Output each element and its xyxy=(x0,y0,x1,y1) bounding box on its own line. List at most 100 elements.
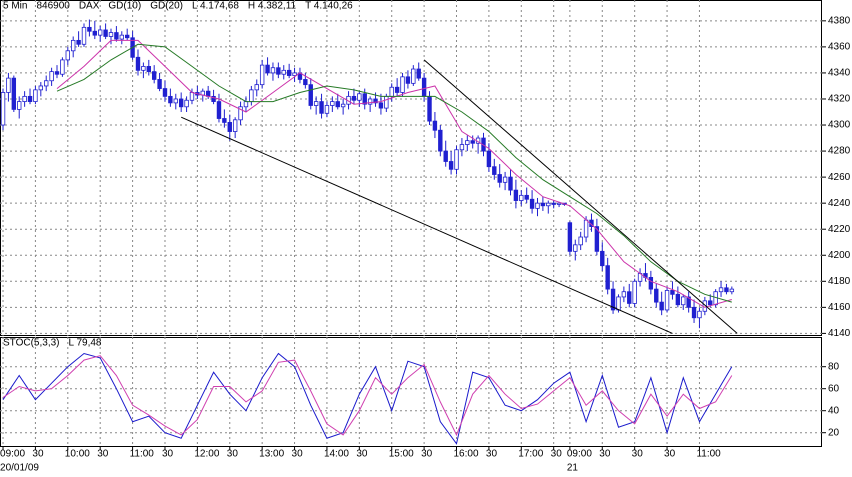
stat-text: L 4.174,68 xyxy=(192,1,239,12)
candle-body xyxy=(427,95,432,122)
candle-body xyxy=(578,236,583,246)
x-tick-label: 30 xyxy=(664,449,676,460)
x-tick-label: 30 xyxy=(292,449,304,460)
candle-body xyxy=(708,300,713,306)
candle-body xyxy=(232,119,238,132)
candle-body xyxy=(551,202,556,205)
candle-body xyxy=(616,296,621,311)
candle-body xyxy=(44,80,49,87)
candle-body xyxy=(621,291,627,298)
x-tick-label: 30 xyxy=(486,449,498,460)
candle-body xyxy=(11,77,17,110)
candle-body xyxy=(373,98,378,104)
series-line xyxy=(56,39,732,308)
x-tick-label: 14:00 xyxy=(324,449,349,460)
candle-body xyxy=(119,34,124,40)
candle-body xyxy=(670,290,675,295)
candle-body xyxy=(249,89,254,102)
candle-body xyxy=(459,144,465,151)
candle-body xyxy=(659,301,664,311)
candle-body xyxy=(686,296,691,308)
candle-body xyxy=(292,72,297,76)
candle-body xyxy=(81,26,87,45)
candle-body xyxy=(691,306,697,319)
candle-body xyxy=(135,56,141,71)
stat-text: T 4.140,26 xyxy=(305,1,353,12)
candle-body xyxy=(146,66,151,73)
candle-body xyxy=(286,69,292,76)
trend-line xyxy=(423,59,738,334)
candle-body xyxy=(400,76,405,93)
header-text: DAX xyxy=(79,1,100,12)
candle-body xyxy=(216,101,222,119)
candle-body xyxy=(351,95,357,101)
candle-body xyxy=(497,174,502,183)
y-tick-label: 4280 xyxy=(828,146,851,157)
candle-body xyxy=(54,71,60,75)
y-tick-label: 4320 xyxy=(828,94,851,105)
candle-body xyxy=(600,250,605,267)
candle-body xyxy=(556,202,562,205)
x-tick-label: 11:00 xyxy=(130,449,155,460)
candle-body xyxy=(238,106,243,121)
candle-body xyxy=(378,102,384,109)
y-tick-label: 4200 xyxy=(828,250,851,261)
candle-body xyxy=(157,79,162,89)
y-tick-label: 4140 xyxy=(828,328,851,339)
y-tick-label: 4300 xyxy=(828,120,851,131)
stat-text: H 4.382,11 xyxy=(248,1,297,12)
candle-body xyxy=(189,92,195,101)
candle-body xyxy=(270,67,276,74)
x-tick-label: 30 xyxy=(632,449,644,460)
candle-body xyxy=(675,293,681,306)
candle-body xyxy=(535,202,540,209)
candle-body xyxy=(108,32,114,37)
candle-body xyxy=(405,76,411,84)
panel-title: STOC(5,3,3) xyxy=(3,338,60,349)
candle-body xyxy=(222,118,227,123)
candle-body xyxy=(254,84,259,91)
candle-body xyxy=(594,226,600,252)
header-text: 846900 xyxy=(36,1,70,12)
x-tick-label: 13:00 xyxy=(259,449,284,460)
candle-body xyxy=(605,265,610,290)
series-line xyxy=(56,43,732,303)
candle-body xyxy=(22,95,27,102)
y-tick-label: 4360 xyxy=(828,42,851,53)
x-tick-label: 11:00 xyxy=(696,449,721,460)
candle-body xyxy=(324,105,330,114)
candle-body xyxy=(389,86,394,97)
candle-body xyxy=(664,290,670,311)
series-line xyxy=(2,355,733,437)
candle-body xyxy=(465,140,470,145)
candle-body xyxy=(492,166,497,175)
legend-entry: GD(10) xyxy=(108,1,141,12)
candle-body xyxy=(184,99,189,108)
y-tick-label: 4160 xyxy=(828,302,851,313)
candle-body xyxy=(330,101,335,106)
candle-body xyxy=(583,219,589,238)
x-tick-label: 30 xyxy=(551,449,563,460)
x-tick-label: 30 xyxy=(162,449,174,460)
candle-body xyxy=(178,98,184,108)
candle-body xyxy=(470,140,475,144)
candle-body xyxy=(151,71,157,80)
candle-body xyxy=(124,34,130,39)
x-tick-label: 30 xyxy=(599,449,611,460)
candle-body xyxy=(610,288,616,311)
stat-text: L 79,48 xyxy=(69,338,102,349)
candle-body xyxy=(411,68,416,84)
y-tick-label: 4220 xyxy=(828,224,851,235)
candle-body xyxy=(243,101,249,108)
x-tick-label: 10:00 xyxy=(65,449,90,460)
candle-body xyxy=(92,30,98,36)
candle-body xyxy=(281,69,286,75)
candle-body xyxy=(265,64,270,74)
candle-body xyxy=(49,71,54,82)
candle-body xyxy=(71,39,76,52)
panel-frame xyxy=(0,0,822,336)
candle-body xyxy=(681,296,686,306)
candle-body xyxy=(162,88,168,97)
